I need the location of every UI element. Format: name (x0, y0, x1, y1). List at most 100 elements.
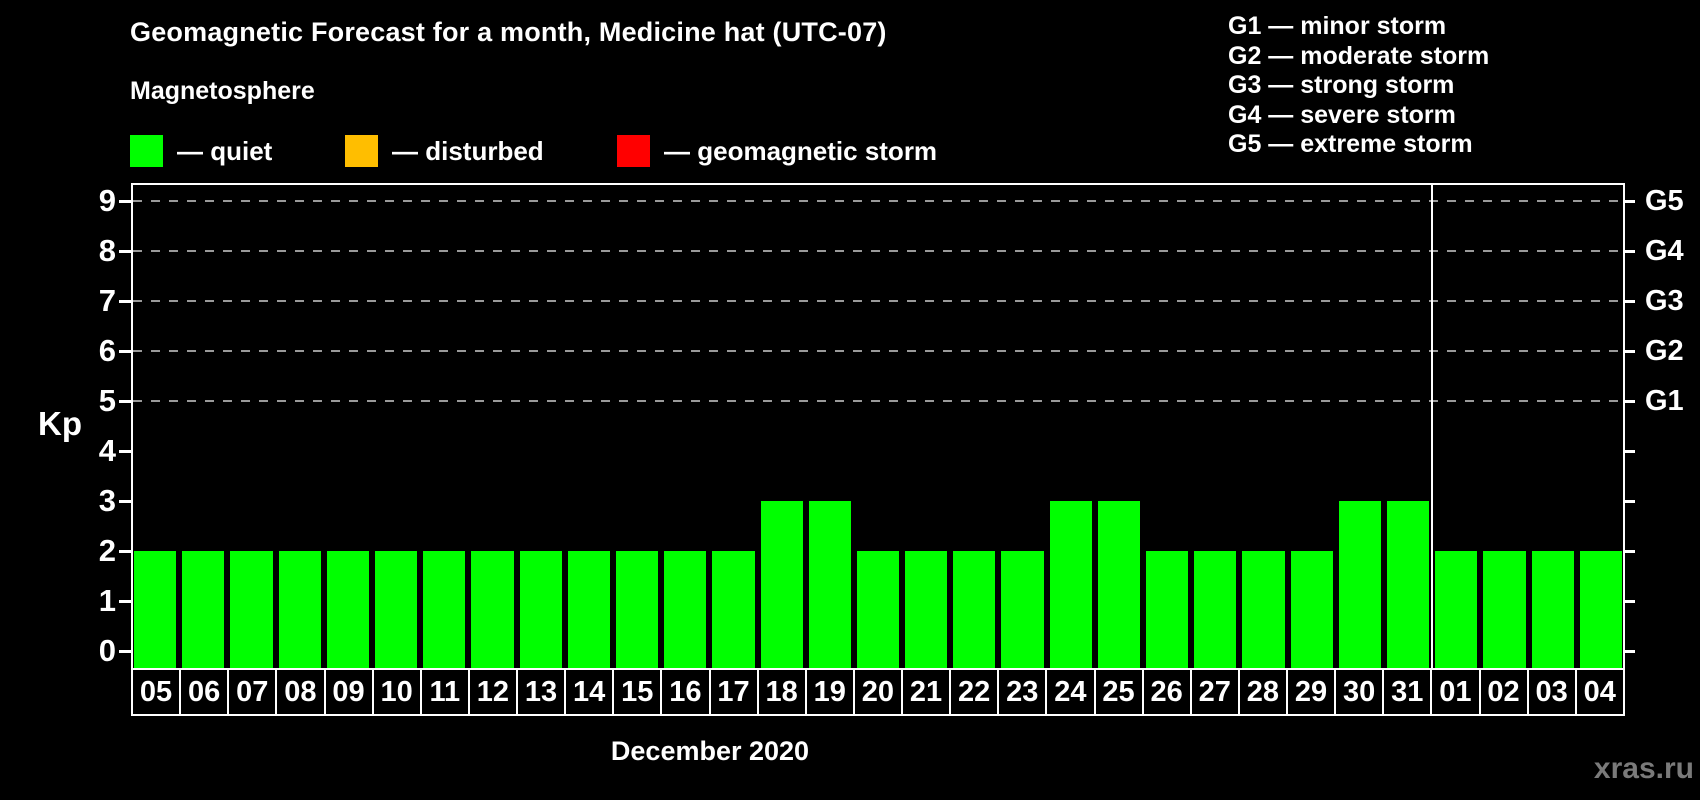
y-axis-tick (119, 350, 131, 353)
legend-item-label: — geomagnetic storm (664, 135, 938, 166)
y-tick-label: 3 (98, 483, 116, 518)
day-cell-12: 12 (467, 670, 516, 714)
kp-bar-25 (1097, 501, 1141, 668)
right-axis-tick (1623, 350, 1635, 353)
day-cell-14: 14 (564, 670, 612, 714)
kp-bar-28 (1242, 551, 1285, 668)
day-cell-15: 15 (612, 670, 660, 714)
y-axis-tick (119, 500, 131, 503)
storm-scale-line: G2 — moderate storm (1228, 41, 1490, 70)
day-cell-07: 07 (227, 670, 275, 714)
y-tick-label: 4 (98, 433, 116, 468)
kp-bar-18 (760, 501, 803, 668)
day-cell-25: 25 (1093, 670, 1142, 714)
kp-bar-06 (182, 551, 225, 668)
kp-bar-22 (953, 551, 996, 668)
kp-bar-10 (374, 551, 418, 668)
storm-scale-legend: G1 — minor storm G2 — moderate storm G3 — … (1228, 12, 1489, 160)
gridline (133, 400, 1623, 402)
kp-bar-26 (1146, 551, 1189, 668)
right-axis-tick (1623, 550, 1635, 553)
y-tick-label: 6 (98, 333, 116, 368)
kp-bar-11 (423, 551, 466, 668)
day-cell-18: 18 (756, 670, 805, 714)
day-cell-22: 22 (949, 670, 997, 714)
day-cell-11: 11 (419, 670, 468, 714)
g-scale-tick-label: G4 (1645, 235, 1684, 267)
kp-bar-12 (471, 551, 514, 668)
y-axis-tick (119, 600, 131, 603)
kp-bar-16 (664, 551, 707, 668)
kp-bar-08 (278, 551, 321, 668)
storm-scale-line: G3 — strong storm (1228, 71, 1455, 99)
kp-axis-label: Kp (38, 405, 82, 442)
magnetosphere-label: Magnetosphere (130, 77, 315, 105)
g-scale-tick-label: G1 (1645, 385, 1684, 417)
day-cell-02: 02 (1478, 670, 1527, 714)
y-axis-tick (119, 300, 131, 303)
kp-bar-21 (905, 551, 948, 668)
y-tick-label: 7 (98, 283, 116, 318)
day-cell-08: 08 (275, 670, 323, 714)
kp-bar-01 (1435, 551, 1478, 668)
right-axis-tick (1623, 200, 1635, 203)
right-axis-tick (1623, 600, 1635, 603)
quiet-swatch (130, 135, 163, 167)
kp-bar-19 (808, 501, 851, 668)
legend-item-disturbed: — disturbed (345, 134, 544, 168)
kp-bar-07 (230, 551, 273, 668)
right-axis-tick (1623, 650, 1635, 653)
day-cell-30: 30 (1334, 670, 1382, 714)
legend-item-label: — quiet (177, 135, 273, 166)
legend-item-geomagnetic-storm: — geomagnetic storm (617, 134, 937, 168)
kp-bar-15 (615, 551, 659, 668)
day-cell-17: 17 (708, 670, 757, 714)
y-tick-label: 9 (98, 183, 116, 218)
kp-bar-13 (519, 551, 562, 668)
month-divider-line (1431, 183, 1434, 668)
right-axis-tick (1623, 500, 1635, 503)
g-scale-tick-label: G3 (1645, 285, 1684, 317)
gridline (133, 300, 1623, 302)
day-label-row: 05 06 07 08 09 10 11 12 13 14 15 16 17 18 19 20 21 22 23 24… (131, 668, 1625, 716)
day-cell-20: 20 (852, 670, 901, 714)
geomagnetic-storm-swatch (617, 135, 650, 167)
kp-bar-09 (326, 551, 369, 668)
activity-legend: — quiet — disturbed — geomagnetic storm (0, 134, 1100, 170)
storm-scale-line: G5 — extreme storm (1228, 130, 1473, 158)
kp-bar-24 (1049, 501, 1092, 668)
gridline (133, 350, 1623, 352)
day-cell-29: 29 (1286, 670, 1334, 714)
right-axis-tick (1623, 300, 1635, 303)
disturbed-swatch (345, 135, 378, 167)
y-tick-label: 8 (98, 233, 116, 268)
y-axis-tick (119, 250, 131, 253)
day-cell-05: 05 (139, 676, 173, 708)
day-cell-27: 27 (1189, 670, 1238, 714)
right-axis-tick (1623, 400, 1635, 403)
storm-scale-line: G1 — minor storm (1228, 12, 1447, 40)
day-cell-09: 09 (323, 670, 372, 714)
day-cell-31: 31 (1382, 670, 1430, 714)
kp-bar-04 (1579, 551, 1622, 668)
day-cell-16: 16 (660, 670, 708, 714)
day-cell-13: 13 (516, 670, 564, 714)
y-tick-label: 0 (98, 633, 116, 668)
day-cell-03: 03 (1526, 670, 1575, 714)
day-cell-24: 24 (1045, 670, 1093, 714)
kp-bar-20 (856, 551, 900, 668)
y-axis-tick (119, 400, 131, 403)
right-axis-tick (1623, 450, 1635, 453)
y-tick-label: 2 (98, 533, 116, 568)
g-scale-tick-label: G2 (1645, 335, 1684, 367)
y-axis-tick (119, 550, 131, 553)
plot-area (131, 183, 1625, 668)
legend-item-label: — disturbed (392, 135, 544, 166)
kp-bar-02 (1483, 551, 1526, 668)
kp-bar-03 (1531, 551, 1574, 668)
right-axis-tick (1623, 250, 1635, 253)
y-tick-label: 1 (98, 583, 116, 618)
y-tick-label: 5 (98, 383, 116, 418)
day-cell-04: 04 (1574, 670, 1623, 714)
kp-bar-31 (1387, 501, 1430, 668)
